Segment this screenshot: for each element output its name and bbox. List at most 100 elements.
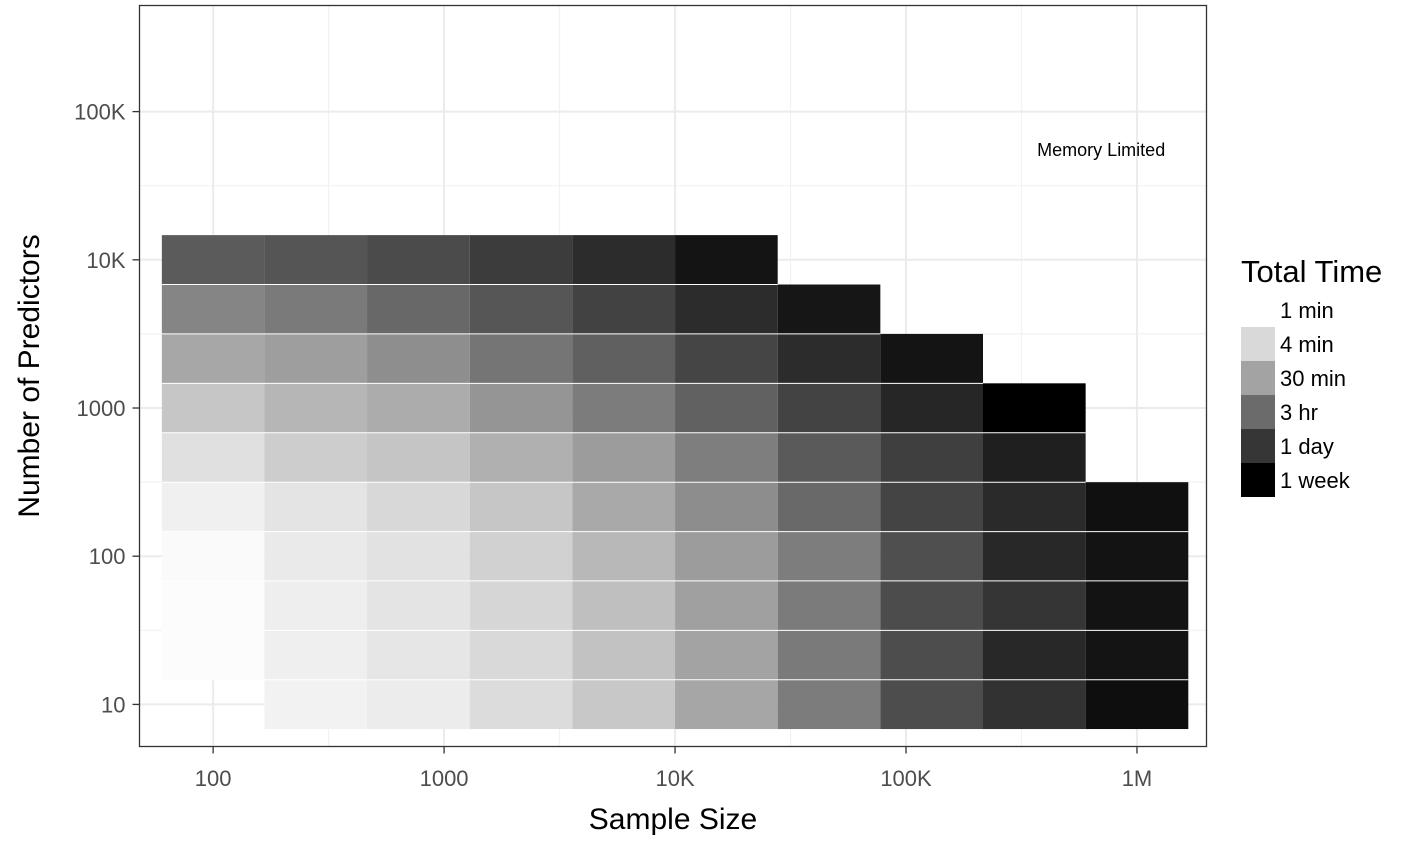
heatmap-cell (982, 580, 1086, 631)
heatmap-cell (880, 432, 983, 483)
heatmap-cell (264, 284, 368, 334)
heatmap-cell (777, 284, 881, 334)
heatmap-cell (264, 333, 368, 384)
heatmap-cell (1085, 630, 1189, 680)
y-tick-label: 100K (74, 100, 126, 125)
heatmap-cell (777, 432, 881, 483)
heatmap-cell (161, 432, 265, 483)
heatmap-cell (675, 383, 778, 433)
y-axis-title: Number of Predictors (13, 234, 46, 517)
heatmap-cell (264, 432, 368, 483)
heatmap-cell (367, 482, 470, 532)
y-axis: 10 100 1000 10K 100K (74, 100, 140, 717)
heatmap-cell (264, 482, 368, 532)
heatmap-cell (161, 284, 265, 334)
x-tick-label: 1000 (420, 766, 469, 791)
heatmap-cell (572, 482, 676, 532)
legend-label: 4 min (1280, 332, 1334, 357)
heatmap-cell (880, 383, 983, 433)
heatmap-cell (777, 679, 881, 730)
heatmap-cell (777, 580, 881, 631)
heatmap-cell (161, 630, 265, 680)
legend-key (1241, 327, 1275, 361)
heatmap-cell (572, 235, 676, 285)
heatmap-cell (367, 383, 470, 433)
heatmap-cell (264, 630, 368, 680)
heatmap-cell (264, 235, 368, 285)
heatmap-cell (675, 630, 778, 680)
heatmap-cell (469, 432, 573, 483)
heatmap-cell (675, 235, 778, 285)
heatmap-cell (777, 383, 881, 433)
legend-label: 3 hr (1280, 400, 1318, 425)
heatmap-cell (161, 383, 265, 433)
heatmap-cell (572, 284, 676, 334)
heatmap-cell (367, 333, 470, 384)
heatmap-cell (367, 580, 470, 631)
heatmap-cell (161, 482, 265, 532)
heatmap-cell (675, 482, 778, 532)
heatmap-cell (469, 333, 573, 384)
heatmap-cell (777, 482, 881, 532)
heatmap-cell (982, 630, 1086, 680)
legend-key (1241, 463, 1275, 497)
heatmap-cell (880, 580, 983, 631)
heatmap-cell (1085, 679, 1189, 730)
heatmap-cell (572, 679, 676, 730)
heatmap-cell (264, 679, 368, 730)
heatmap-cell (675, 432, 778, 483)
legend-key (1241, 429, 1275, 463)
x-tick-label: 100 (195, 766, 232, 791)
heatmap-cell (982, 679, 1086, 730)
heatmap-cell (982, 482, 1086, 532)
legend-label: 1 week (1280, 468, 1351, 493)
y-tick-label: 1000 (77, 396, 126, 421)
legend: Total Time 1 min 4 min 30 min 3 hr 1 day 1 we… (1241, 254, 1382, 497)
heatmap-cell (880, 531, 983, 581)
heatmap-cell (264, 580, 368, 631)
heatmap-cell (777, 333, 881, 384)
heatmap-cell (264, 383, 368, 433)
heatmap-cell (469, 235, 573, 285)
heatmap-cell (572, 630, 676, 680)
x-axis: 100 1000 10K 100K 1M (195, 746, 1152, 791)
memory-limited-annotation: Memory Limited (1037, 140, 1165, 160)
heatmap-cell (367, 432, 470, 483)
heatmap-cell (572, 580, 676, 631)
x-tick-label: 10K (655, 766, 694, 791)
heatmap-cell (675, 531, 778, 581)
heatmap-cell (572, 432, 676, 483)
heatmap-cell (367, 679, 470, 730)
heatmap-cell (161, 235, 265, 285)
heatmap-cell (777, 531, 881, 581)
heatmap-cell (675, 580, 778, 631)
heatmap-cell (469, 630, 573, 680)
y-tick-label: 100 (89, 544, 126, 569)
legend-label: 1 min (1280, 298, 1334, 323)
heatmap-cell (161, 531, 265, 581)
heatmap-cell (264, 531, 368, 581)
heatmap-cell (1085, 482, 1189, 532)
plot-panel-border (138, 4, 1208, 748)
heatmap-cell (161, 580, 265, 631)
heatmap-cell (880, 679, 983, 730)
heatmap-cell (982, 383, 1086, 433)
heatmap-cell (367, 284, 470, 334)
heatmap-cell (367, 531, 470, 581)
y-tick-label: 10 (101, 692, 125, 717)
heatmap-cell (469, 383, 573, 433)
heatmap-cell (675, 679, 778, 730)
heatmap-cell (1085, 531, 1189, 581)
legend-label: 30 min (1280, 366, 1346, 391)
heatmap-cell (675, 284, 778, 334)
heatmap-cells (161, 235, 1189, 730)
legend-key (1241, 395, 1275, 429)
heatmap-cell (880, 482, 983, 532)
heatmap-cell (161, 333, 265, 384)
heatmap-cell (572, 333, 676, 384)
heatmap-cell (777, 630, 881, 680)
heatmap-cell (367, 235, 470, 285)
x-axis-title: Sample Size (589, 803, 757, 836)
heatmap-cell (982, 531, 1086, 581)
